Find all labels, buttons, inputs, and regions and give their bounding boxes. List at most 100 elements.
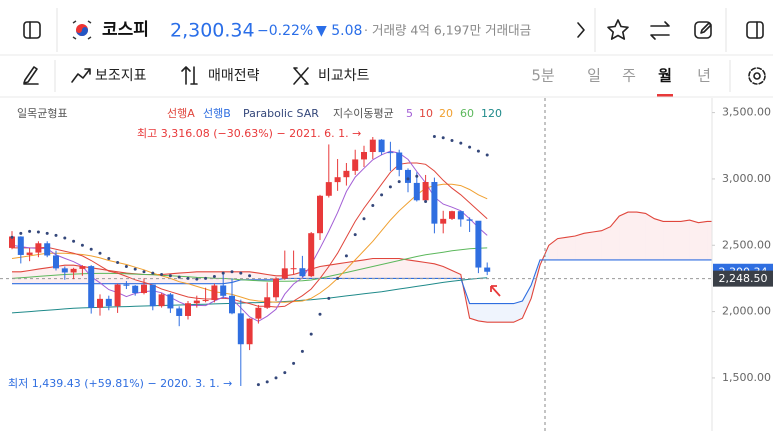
cloud-fill [390, 258, 400, 279]
candle-body [387, 152, 394, 154]
compare-button[interactable]: 비교차트 [293, 67, 370, 85]
high-annotation: 최고 3,316.08 (−30.63%) − 2021. 6. 1. → [137, 127, 361, 140]
indicators-label: 보조지표 [95, 68, 147, 84]
swap-button[interactable] [650, 21, 670, 40]
period-tab[interactable]: 일 [587, 67, 601, 85]
candle-body [185, 303, 191, 316]
low-annotation: 최저 1,439.43 (+59.81%) − 2020. 3. 1. → [8, 377, 232, 390]
more-button[interactable] [577, 22, 585, 38]
sar-dot [221, 271, 225, 275]
strategy-button[interactable]: 매매전략 [181, 66, 260, 85]
candle-body [413, 182, 420, 201]
legend-entry: 선행B [203, 107, 231, 120]
legend-title: 일목균형표 [17, 106, 68, 120]
candle-body [317, 195, 323, 234]
candle-body [264, 297, 271, 308]
sar-dot [89, 247, 93, 251]
price-tag-label: 2,248.50 [719, 272, 768, 285]
sidebar-button[interactable] [23, 21, 41, 39]
sar-dot [397, 180, 401, 184]
sar-dot [28, 229, 32, 233]
candle-body [17, 236, 24, 255]
sar-dot [133, 267, 137, 271]
legend-title: 지수이동평균 [333, 107, 394, 120]
cloud-fill [214, 271, 224, 284]
cloud-fill [434, 263, 444, 279]
y-axis: 3,500.00 3,000.00 2,500.00 2,000.00 1,500.00… [712, 106, 773, 384]
cloud-fill [645, 213, 655, 260]
sar-dot [318, 312, 322, 316]
cloud-fill [672, 221, 681, 260]
candle-body [193, 300, 200, 304]
candle-body [299, 268, 306, 277]
period-tabs: 5분 일 주 월 년 [531, 67, 711, 97]
sar-dot [142, 270, 146, 274]
sar-dot [432, 134, 436, 138]
cloud-fill [346, 261, 356, 279]
candle-body [123, 284, 130, 286]
cloud-fill [249, 271, 259, 280]
cloud-fill [364, 258, 373, 279]
edit-button[interactable] [694, 21, 712, 39]
sar-dot [80, 243, 84, 247]
sar-dot [300, 349, 304, 353]
cloud-fill [416, 261, 426, 279]
candle-body [361, 151, 367, 160]
candle-body [255, 307, 262, 319]
period-tab[interactable]: 월 [658, 67, 672, 85]
cloud-fill [575, 233, 584, 260]
change-pct: −0.22% [257, 23, 313, 39]
cloud-fill [663, 221, 672, 260]
candle-body [114, 284, 121, 307]
period-tab[interactable]: 5분 [531, 67, 555, 85]
panel-button[interactable] [746, 21, 764, 39]
price: 2,300.34 [170, 20, 255, 42]
sar-dot [450, 138, 454, 142]
cloud-fill [513, 300, 523, 323]
plot-area [0, 134, 712, 387]
period-tab[interactable]: 주 [622, 67, 636, 85]
sar-dot [72, 239, 76, 243]
cloud-fill [636, 212, 646, 260]
cloud-fill [566, 235, 576, 260]
candle-body [422, 181, 429, 201]
legend-entry: 5 [406, 107, 413, 120]
period-tab[interactable]: 년 [697, 67, 711, 85]
sar-dot [485, 153, 489, 157]
indicators-button[interactable]: 보조지표 [71, 68, 147, 84]
candle-body [457, 211, 464, 220]
sar-dot [371, 203, 375, 207]
sar-dot [476, 149, 480, 153]
cloud-fill [425, 262, 435, 279]
sar-dot [230, 270, 234, 274]
candle-body [396, 152, 403, 170]
cloud-fill [100, 269, 109, 284]
settings-button[interactable] [748, 67, 766, 85]
y-tick-label: 3,500.00 [722, 106, 771, 119]
price-tag [713, 270, 773, 287]
cloud-fill [504, 303, 514, 323]
favorite-button[interactable] [607, 19, 629, 40]
span-a-line [12, 211, 712, 323]
cloud-fill [584, 231, 593, 260]
candle-body [290, 268, 297, 270]
sar-dot [362, 217, 366, 221]
stock-name: 코스피 [102, 20, 149, 40]
candle-body [35, 243, 42, 253]
candle-body [79, 266, 86, 269]
legend-entry: 60 [460, 107, 474, 120]
cloud-fill [680, 220, 690, 260]
draw-button[interactable] [23, 66, 39, 85]
sar-dot [336, 276, 340, 280]
sar-dot [380, 193, 384, 197]
cloud-fill [443, 266, 452, 279]
candle-body [158, 294, 165, 307]
sar-dot [10, 235, 14, 239]
sar-dot [36, 230, 40, 234]
tab-underline [657, 94, 673, 97]
sar-dot [63, 236, 67, 240]
sar-dot [344, 254, 348, 258]
sar-dot [265, 380, 269, 384]
cloud-fill [557, 237, 567, 260]
